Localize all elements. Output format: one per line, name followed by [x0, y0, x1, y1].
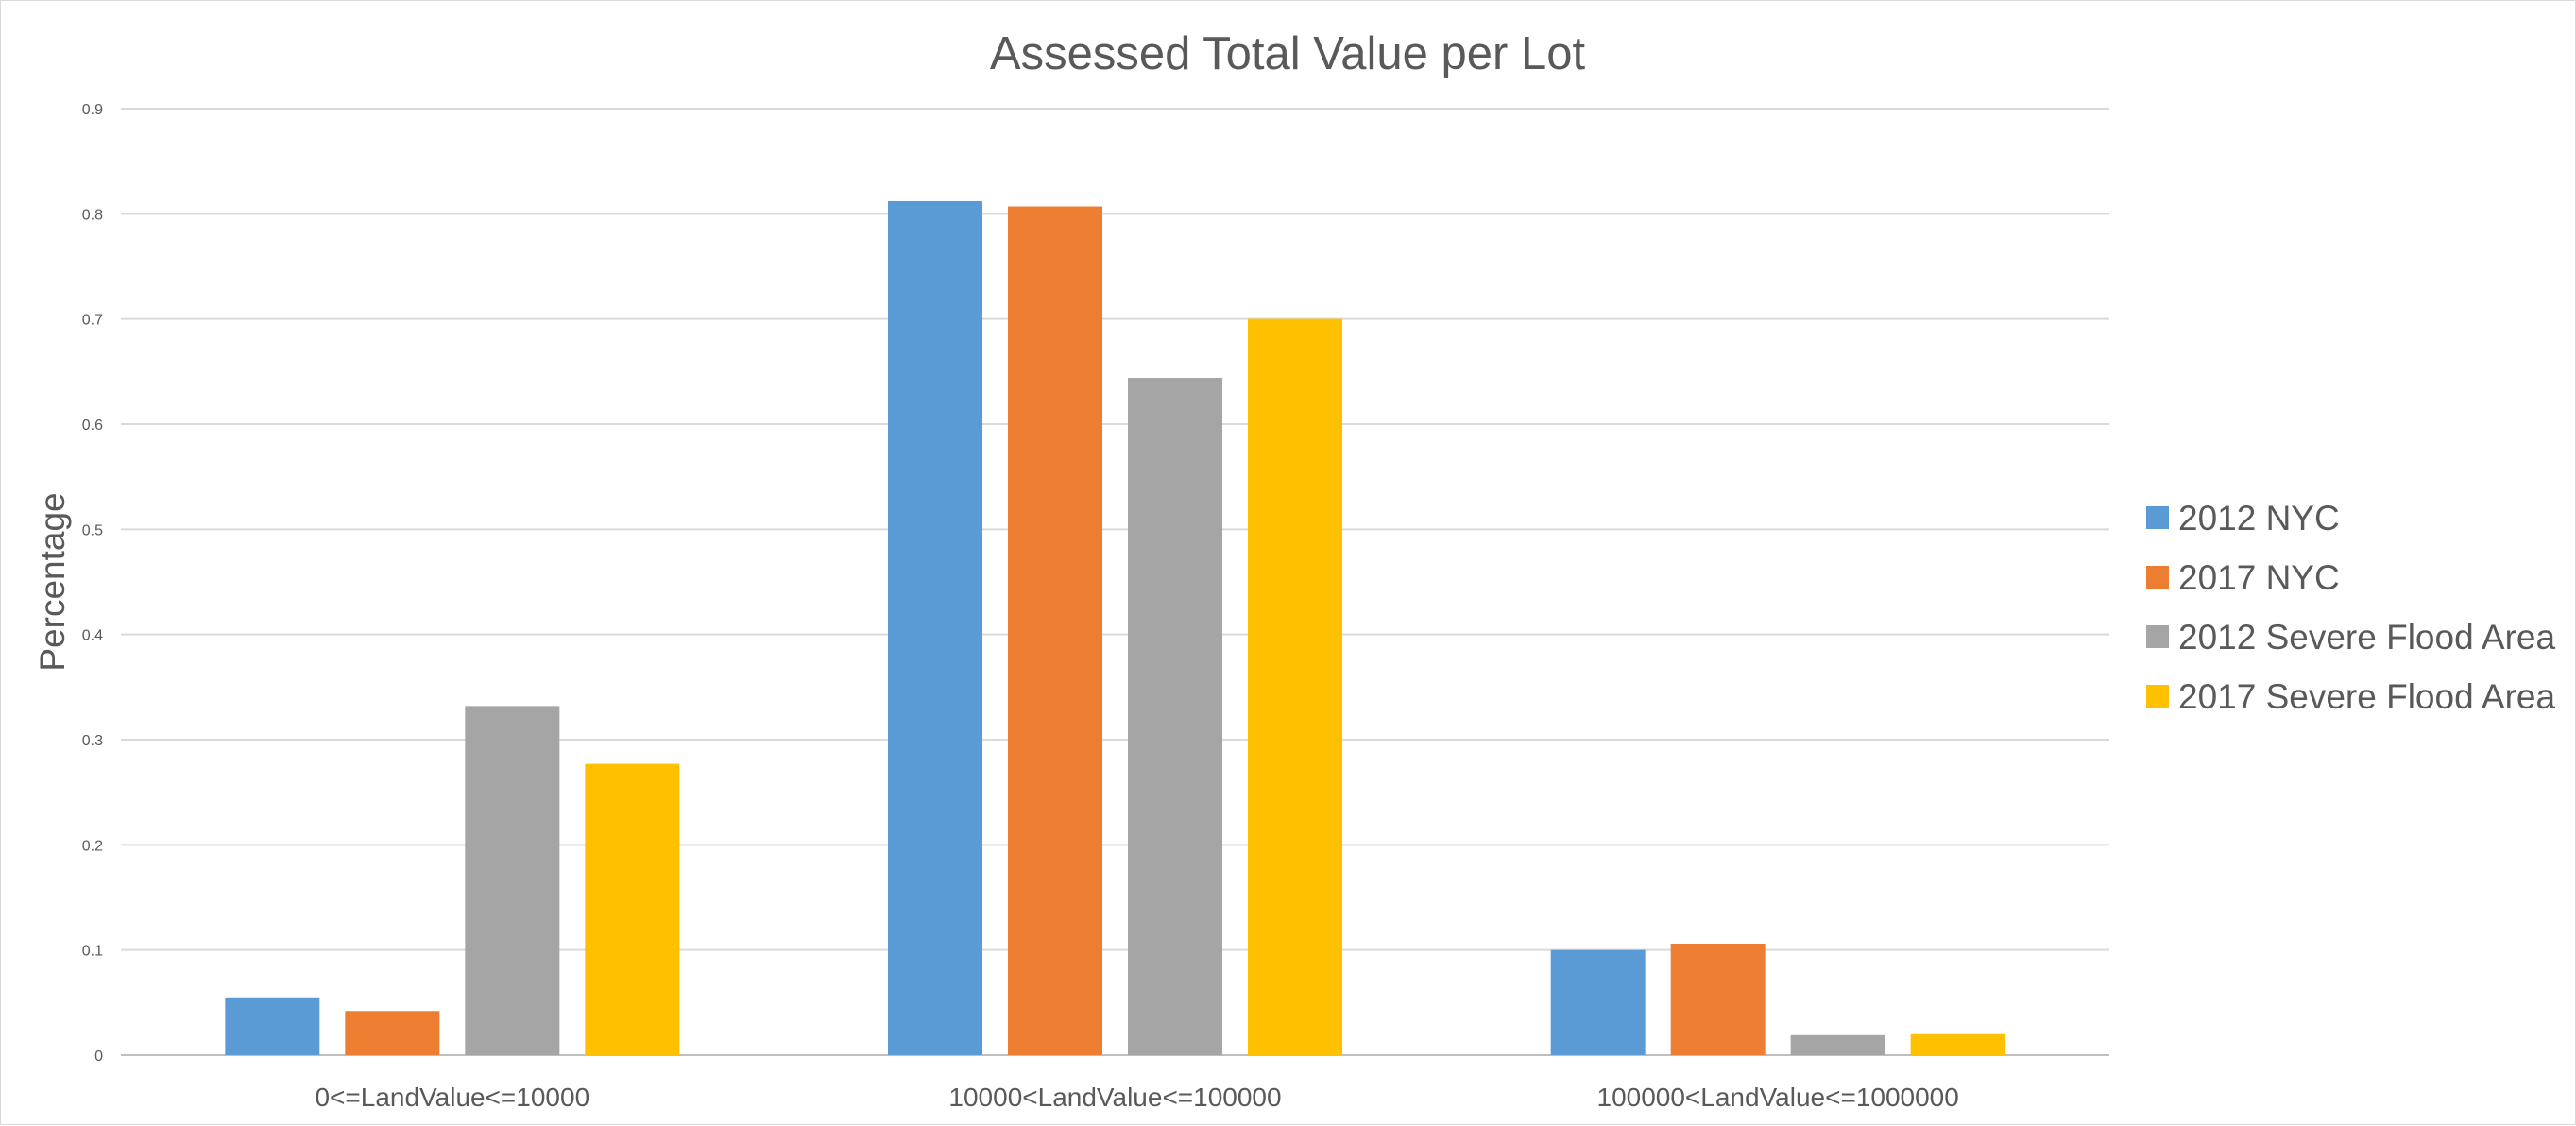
y-tick-label: 0.7: [82, 313, 103, 329]
legend-swatch: [2146, 685, 2169, 708]
y-tick-label: 0.8: [82, 207, 103, 223]
bar: [1790, 1034, 1885, 1055]
y-tick-label: 0.9: [82, 102, 103, 118]
y-tick-label: 0: [94, 1049, 103, 1065]
legend-label: 2017 Severe Flood Area: [2178, 677, 2555, 716]
y-tick-label: 0.1: [82, 944, 103, 960]
legend-label: 2012 NYC: [2178, 499, 2340, 537]
y-tick-label: 0.2: [82, 838, 103, 854]
x-tick-label: 100000<LandValue<=1000000: [1597, 1083, 1959, 1112]
bar: [465, 706, 560, 1055]
x-axis-ticks: 0<=LandValue<=10000 10000<LandValue<=1000…: [315, 1083, 1958, 1112]
bar: [1008, 206, 1102, 1056]
bars: [225, 200, 2005, 1056]
bar: [225, 997, 320, 1055]
y-axis-label: Percentage: [33, 492, 72, 671]
legend-label: 2012 Severe Flood Area: [2178, 618, 2555, 657]
y-axis-ticks: 0 0.1 0.2 0.3 0.4 0.5 0.6 0.7 0.8 0.9: [82, 102, 103, 1065]
y-tick-label: 0.6: [82, 418, 103, 434]
chart-title: Assessed Total Value per Lot: [990, 28, 1586, 79]
y-tick-label: 0.4: [82, 628, 103, 644]
legend-label: 2017 NYC: [2178, 558, 2340, 597]
y-tick-label: 0.3: [82, 733, 103, 749]
bar: [345, 1011, 440, 1055]
x-tick-label: 10000<LandValue<=100000: [948, 1083, 1281, 1112]
legend-swatch: [2146, 625, 2169, 648]
bar: [1670, 943, 1766, 1055]
bar: [585, 763, 680, 1055]
bar: [1128, 378, 1222, 1056]
legend-swatch: [2146, 506, 2169, 529]
legend-swatch: [2146, 566, 2169, 589]
bar: [1910, 1033, 2005, 1055]
x-tick-label: 0<=LandValue<=10000: [315, 1083, 589, 1112]
bar: [1550, 949, 1646, 1055]
y-tick-label: 0.5: [82, 522, 103, 538]
gridlines: [121, 108, 2109, 1056]
legend: 2012 NYC 2017 NYC 2012 Severe Flood Area 20…: [2146, 499, 2555, 716]
bar: [888, 200, 982, 1055]
bar: [1248, 318, 1342, 1056]
